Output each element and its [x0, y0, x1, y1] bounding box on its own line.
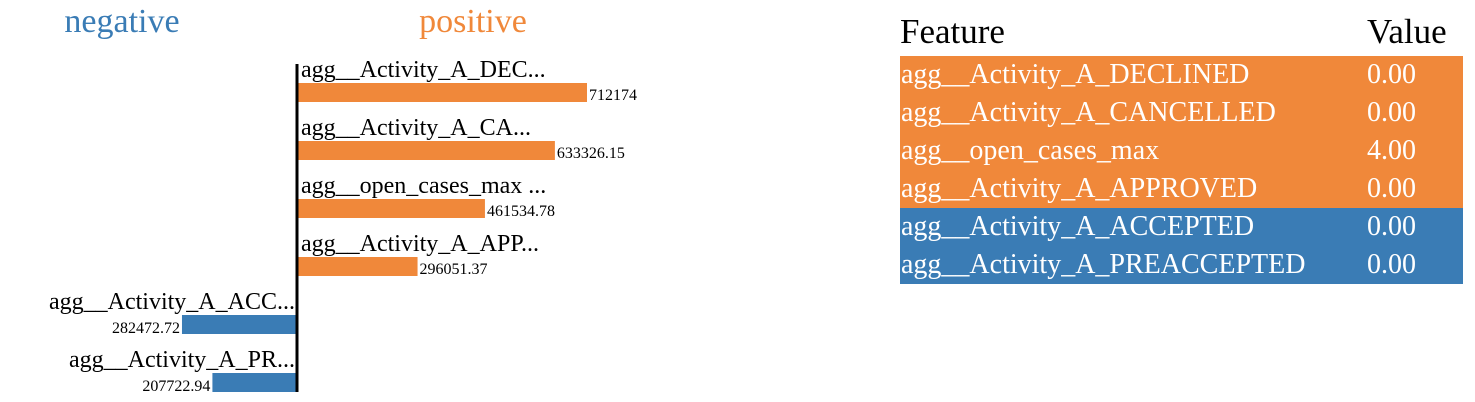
table-row: agg__Activity_A_CANCELLED 0.00	[900, 94, 1463, 132]
feature-name-cell: agg__Activity_A_CANCELLED	[901, 97, 1276, 128]
table-row: agg__Activity_A_APPROVED 0.00	[900, 170, 1463, 208]
bar-positive	[297, 199, 485, 218]
feature-value-cell: 4.00	[1367, 135, 1416, 166]
bar-value-label: 282472.72	[112, 320, 180, 337]
feature-name-cell: agg__open_cases_max	[901, 135, 1160, 166]
bar-value-label: 296051.37	[420, 261, 488, 278]
bar-value-label: 712174	[589, 87, 637, 104]
bar-positive	[297, 83, 587, 102]
bar-positive	[297, 141, 555, 160]
bar-label: agg__Activity_A_CA...	[301, 115, 531, 141]
bar-value-label: 633326.15	[557, 145, 625, 162]
table-row: agg__Activity_A_PREACCEPTED 0.00	[900, 246, 1463, 284]
table-row: agg__Activity_A_DECLINED 0.00	[900, 56, 1463, 94]
table-header-row: Feature Value	[900, 8, 1463, 56]
feature-value-table: Feature Value agg__Activity_A_DECLINED 0.…	[900, 8, 1463, 284]
feature-name-cell: agg__Activity_A_PREACCEPTED	[901, 249, 1306, 280]
feature-name-cell: agg__Activity_A_ACCEPTED	[901, 211, 1255, 242]
bar-label: agg__Activity_A_ACC...	[49, 289, 295, 315]
feature-name-cell: agg__Activity_A_DECLINED	[901, 59, 1250, 90]
bar-label: agg__Activity_A_APP...	[301, 231, 539, 257]
legend-negative: negative	[64, 3, 179, 40]
feature-value-cell: 0.00	[1367, 97, 1416, 128]
bar-label: agg__Activity_A_PR...	[69, 347, 295, 373]
bar-value-label: 461534.78	[487, 203, 555, 220]
feature-value-cell: 0.00	[1367, 173, 1416, 204]
table-row: agg__open_cases_max 4.00	[900, 132, 1463, 170]
feature-value-cell: 0.00	[1367, 249, 1416, 280]
feature-column-header: Feature	[900, 12, 1005, 51]
bar-value-label: 207722.94	[142, 378, 210, 395]
bar-positive	[297, 257, 418, 276]
bar-negative	[212, 373, 297, 392]
bar-label: agg__Activity_A_DEC...	[301, 57, 546, 83]
feature-value-cell: 0.00	[1367, 59, 1416, 90]
feature-value-cell: 0.00	[1367, 211, 1416, 242]
value-column-header: Value	[1367, 12, 1447, 51]
bar-chart-svg: negative positive agg__Activity_A_DEC... 71…	[49, 3, 637, 395]
bar-negative	[181, 315, 297, 334]
legend-positive: positive	[419, 3, 527, 40]
explanation-chart: negative positive agg__Activity_A_DEC... 71…	[49, 3, 637, 395]
table-row: agg__Activity_A_ACCEPTED 0.00	[900, 208, 1463, 246]
feature-name-cell: agg__Activity_A_APPROVED	[901, 173, 1258, 204]
bar-label: agg__open_cases_max ...	[301, 173, 546, 199]
